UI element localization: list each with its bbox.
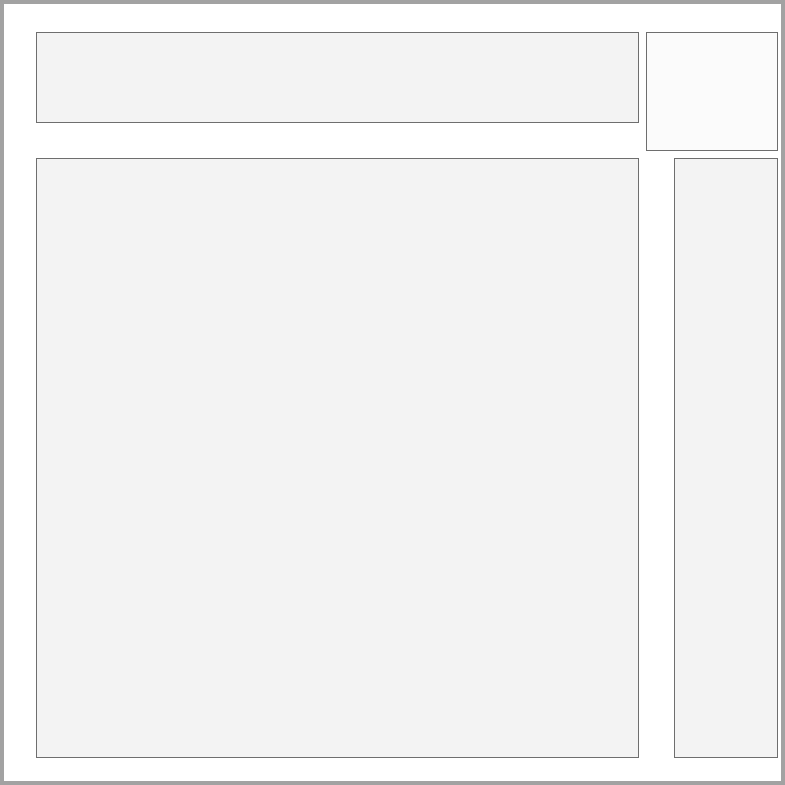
altitude-vs-distance-panel[interactable]	[36, 32, 639, 123]
plan-view-map-panel[interactable]	[36, 158, 639, 758]
sources-count-label	[647, 33, 777, 41]
plan-view-map-canvas	[37, 159, 638, 757]
altitude-vs-distance-canvas	[37, 33, 638, 122]
altitude-profile-panel[interactable]	[674, 158, 778, 758]
altitude-profile-canvas	[675, 159, 777, 757]
sources-count-panel	[646, 32, 778, 151]
